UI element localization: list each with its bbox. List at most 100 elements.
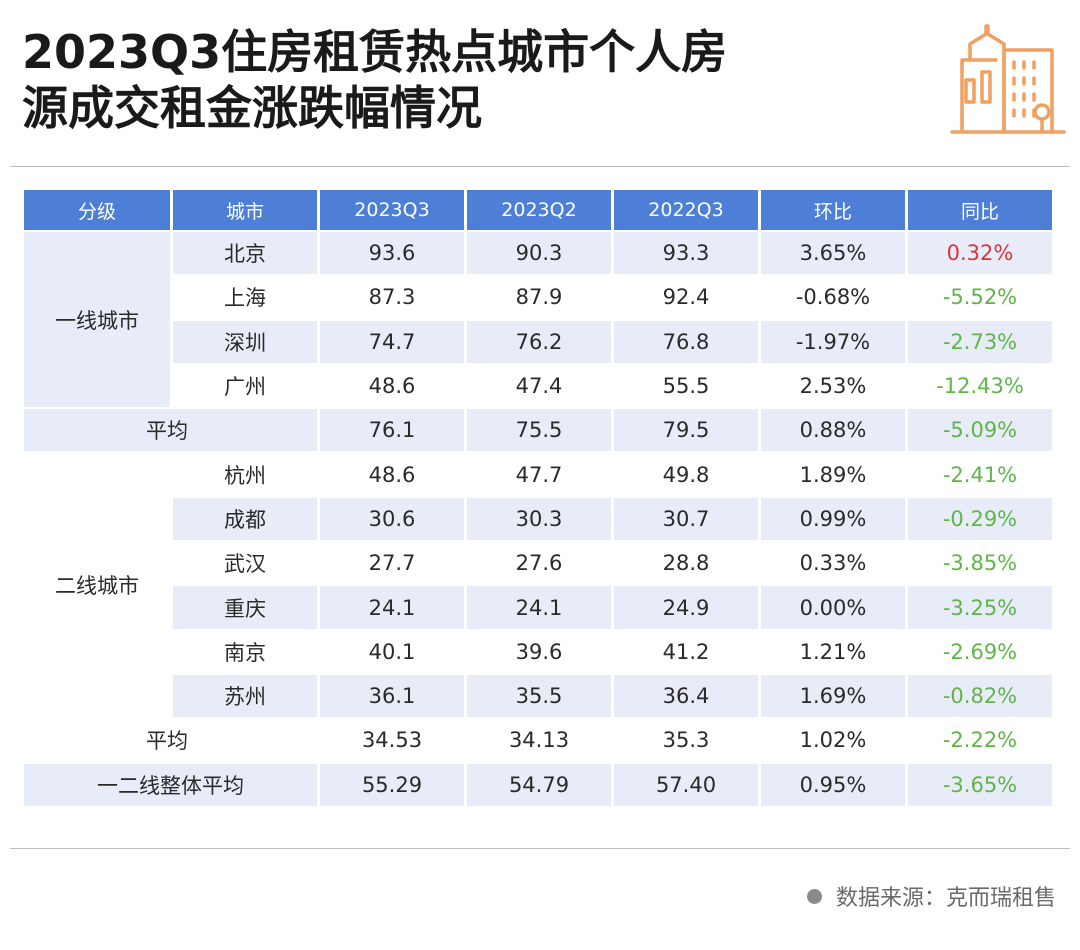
value-cell: 55.29 — [320, 763, 464, 806]
yoy-cell: -2.41% — [908, 453, 1052, 496]
value-cell: 47.7 — [467, 453, 611, 496]
value-cell: 35.3 — [614, 719, 758, 762]
table-row: 南京 40.1 39.6 41.2 1.21% -2.69% — [24, 630, 1052, 673]
table-row: 二线城市 杭州 48.6 47.7 49.8 1.89% -2.41% — [24, 453, 1052, 718]
qoq-cell: 0.33% — [761, 542, 905, 585]
value-cell: 27.6 — [467, 542, 611, 585]
value-cell: 55.5 — [614, 364, 758, 408]
value-cell: 30.6 — [320, 497, 464, 541]
value-cell: 93.3 — [614, 232, 758, 275]
value-cell: 74.7 — [320, 320, 464, 363]
qoq-cell: 0.99% — [761, 497, 905, 541]
bullet-dot-icon — [806, 888, 822, 904]
header-yoy: 同比 — [908, 190, 1052, 230]
value-cell: 36.1 — [320, 674, 464, 718]
table-row: 成都 30.6 30.3 30.7 0.99% -0.29% — [24, 497, 1052, 541]
value-cell: 34.53 — [320, 719, 464, 762]
yoy-cell: -3.25% — [908, 586, 1052, 629]
value-cell: 35.5 — [467, 674, 611, 718]
value-cell: 36.4 — [614, 674, 758, 718]
qoq-cell: 1.02% — [761, 719, 905, 762]
header-2023q3: 2023Q3 — [320, 190, 464, 230]
qoq-cell: 3.65% — [761, 232, 905, 275]
top-divider — [10, 166, 1070, 167]
city-cell: 苏州 — [173, 674, 317, 718]
qoq-cell: -0.68% — [761, 276, 905, 319]
header-2022q3: 2022Q3 — [614, 190, 758, 230]
tier1-label: 一线城市 — [24, 232, 170, 408]
value-cell: 48.6 — [320, 364, 464, 408]
tier1-average-label: 平均 — [24, 409, 317, 452]
table-row: 一线城市 北京 93.6 90.3 93.3 3.65% 0.32% — [24, 232, 1052, 408]
table-row: 武汉 27.7 27.6 28.8 0.33% -3.85% — [24, 542, 1052, 585]
qoq-cell: 0.00% — [761, 586, 905, 629]
tier2-average-row: 平均 34.53 34.13 35.3 1.02% -2.22% — [24, 719, 1052, 762]
value-cell: 90.3 — [467, 232, 611, 275]
city-cell: 重庆 — [173, 586, 317, 629]
value-cell: 76.2 — [467, 320, 611, 363]
city-cell: 成都 — [173, 497, 317, 541]
table-row: 深圳 74.7 76.2 76.8 -1.97% -2.73% — [24, 320, 1052, 363]
table-header-row: 分级 城市 2023Q3 2023Q2 2022Q3 环比 同比 — [24, 190, 1052, 230]
yoy-cell: -2.22% — [908, 719, 1052, 762]
yoy-cell: -0.29% — [908, 497, 1052, 541]
qoq-cell: 0.95% — [761, 763, 905, 806]
value-cell: 92.4 — [614, 276, 758, 319]
value-cell: 34.13 — [467, 719, 611, 762]
yoy-cell: -0.82% — [908, 674, 1052, 718]
yoy-cell: 0.32% — [908, 232, 1052, 275]
yoy-cell: -3.65% — [908, 763, 1052, 806]
qoq-cell: 0.88% — [761, 409, 905, 452]
page-title: 2023Q3住房租赁热点城市个人房 源成交租金涨跌幅情况 — [22, 24, 902, 136]
yoy-cell: -5.52% — [908, 276, 1052, 319]
value-cell: 76.8 — [614, 320, 758, 363]
header-city: 城市 — [173, 190, 317, 230]
header-qoq: 环比 — [761, 190, 905, 230]
data-source-text: 数据来源：克而瑞租售 — [835, 886, 1056, 911]
tier1-average-row: 平均 76.1 75.5 79.5 0.88% -5.09% — [24, 409, 1052, 452]
value-cell: 47.4 — [467, 364, 611, 408]
table-row: 广州 48.6 47.4 55.5 2.53% -12.43% — [24, 364, 1052, 408]
value-cell: 24.1 — [320, 586, 464, 629]
overall-average-row: 一二线整体平均 55.29 54.79 57.40 0.95% -3.65% — [24, 763, 1052, 806]
value-cell: 87.3 — [320, 276, 464, 319]
yoy-cell: -12.43% — [908, 364, 1052, 408]
bottom-divider — [10, 848, 1070, 849]
yoy-cell: -2.73% — [908, 320, 1052, 363]
value-cell: 75.5 — [467, 409, 611, 452]
value-cell: 41.2 — [614, 630, 758, 673]
yoy-cell: -5.09% — [908, 409, 1052, 452]
header-2023q2: 2023Q2 — [467, 190, 611, 230]
value-cell: 57.40 — [614, 763, 758, 806]
value-cell: 87.9 — [467, 276, 611, 319]
city-cell: 广州 — [173, 364, 317, 408]
tier2-label: 二线城市 — [24, 453, 170, 718]
yoy-cell: -2.69% — [908, 630, 1052, 673]
value-cell: 24.9 — [614, 586, 758, 629]
overall-average-label: 一二线整体平均 — [24, 763, 317, 806]
city-cell: 武汉 — [173, 542, 317, 585]
value-cell: 79.5 — [614, 409, 758, 452]
table-row: 苏州 36.1 35.5 36.4 1.69% -0.82% — [24, 674, 1052, 718]
yoy-cell: -3.85% — [908, 542, 1052, 585]
value-cell: 27.7 — [320, 542, 464, 585]
value-cell: 48.6 — [320, 453, 464, 496]
value-cell: 76.1 — [320, 409, 464, 452]
data-source: 数据来源：克而瑞租售 — [806, 880, 1056, 912]
city-cell: 北京 — [173, 232, 317, 275]
title-line-2: 源成交租金涨跌幅情况 — [22, 81, 482, 135]
qoq-cell: 1.21% — [761, 630, 905, 673]
qoq-cell: 2.53% — [761, 364, 905, 408]
city-cell: 南京 — [173, 630, 317, 673]
value-cell: 30.3 — [467, 497, 611, 541]
title-line-1: 2023Q3住房租赁热点城市个人房 — [22, 25, 728, 79]
qoq-cell: 1.69% — [761, 674, 905, 718]
value-cell: 93.6 — [320, 232, 464, 275]
qoq-cell: 1.89% — [761, 453, 905, 496]
value-cell: 28.8 — [614, 542, 758, 585]
value-cell: 30.7 — [614, 497, 758, 541]
value-cell: 39.6 — [467, 630, 611, 673]
table-row: 上海 87.3 87.9 92.4 -0.68% -5.52% — [24, 276, 1052, 319]
table-row: 重庆 24.1 24.1 24.9 0.00% -3.25% — [24, 586, 1052, 629]
value-cell: 40.1 — [320, 630, 464, 673]
